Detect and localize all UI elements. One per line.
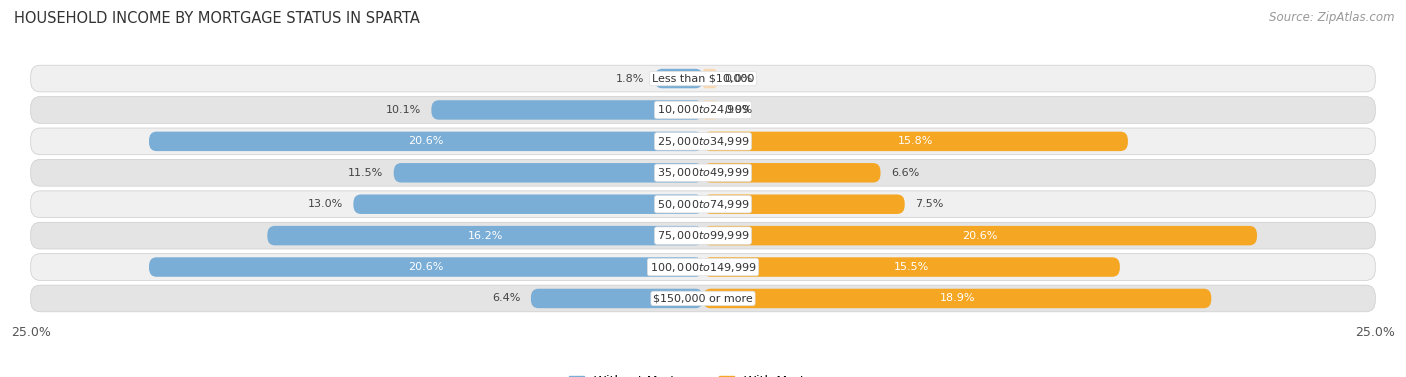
Text: 20.6%: 20.6% (408, 262, 444, 272)
Text: $100,000 to $149,999: $100,000 to $149,999 (650, 261, 756, 274)
Text: $10,000 to $24,999: $10,000 to $24,999 (657, 103, 749, 116)
Text: Less than $10,000: Less than $10,000 (652, 74, 754, 84)
FancyBboxPatch shape (353, 195, 703, 214)
FancyBboxPatch shape (149, 257, 703, 277)
FancyBboxPatch shape (531, 289, 703, 308)
FancyBboxPatch shape (703, 257, 1119, 277)
Text: 10.1%: 10.1% (385, 105, 420, 115)
Text: Source: ZipAtlas.com: Source: ZipAtlas.com (1270, 11, 1395, 24)
FancyBboxPatch shape (703, 69, 717, 88)
Text: 7.5%: 7.5% (915, 199, 943, 209)
FancyBboxPatch shape (31, 97, 1375, 123)
FancyBboxPatch shape (703, 226, 1257, 245)
FancyBboxPatch shape (31, 65, 1375, 92)
FancyBboxPatch shape (703, 132, 1128, 151)
Text: 13.0%: 13.0% (308, 199, 343, 209)
FancyBboxPatch shape (31, 222, 1375, 249)
FancyBboxPatch shape (31, 254, 1375, 280)
FancyBboxPatch shape (394, 163, 703, 182)
Text: 18.9%: 18.9% (939, 293, 974, 303)
FancyBboxPatch shape (31, 191, 1375, 218)
FancyBboxPatch shape (432, 100, 703, 120)
FancyBboxPatch shape (703, 100, 717, 120)
Text: 15.5%: 15.5% (894, 262, 929, 272)
FancyBboxPatch shape (31, 285, 1375, 312)
Text: 15.8%: 15.8% (898, 136, 934, 146)
Text: $50,000 to $74,999: $50,000 to $74,999 (657, 198, 749, 211)
Text: 1.8%: 1.8% (616, 74, 644, 84)
Text: 11.5%: 11.5% (347, 168, 382, 178)
FancyBboxPatch shape (31, 128, 1375, 155)
FancyBboxPatch shape (31, 159, 1375, 186)
Text: 0.0%: 0.0% (724, 74, 752, 84)
FancyBboxPatch shape (149, 132, 703, 151)
FancyBboxPatch shape (703, 163, 880, 182)
Text: 20.6%: 20.6% (962, 231, 998, 241)
Text: 0.0%: 0.0% (724, 105, 752, 115)
Text: $75,000 to $99,999: $75,000 to $99,999 (657, 229, 749, 242)
Legend: Without Mortgage, With Mortgage: Without Mortgage, With Mortgage (569, 375, 837, 377)
Text: HOUSEHOLD INCOME BY MORTGAGE STATUS IN SPARTA: HOUSEHOLD INCOME BY MORTGAGE STATUS IN S… (14, 11, 420, 26)
FancyBboxPatch shape (703, 195, 904, 214)
FancyBboxPatch shape (703, 289, 1211, 308)
Text: 6.6%: 6.6% (891, 168, 920, 178)
Text: 16.2%: 16.2% (467, 231, 503, 241)
Text: $35,000 to $49,999: $35,000 to $49,999 (657, 166, 749, 179)
Text: $25,000 to $34,999: $25,000 to $34,999 (657, 135, 749, 148)
Text: $150,000 or more: $150,000 or more (654, 293, 752, 303)
FancyBboxPatch shape (655, 69, 703, 88)
Text: 6.4%: 6.4% (492, 293, 520, 303)
Text: 20.6%: 20.6% (408, 136, 444, 146)
FancyBboxPatch shape (267, 226, 703, 245)
